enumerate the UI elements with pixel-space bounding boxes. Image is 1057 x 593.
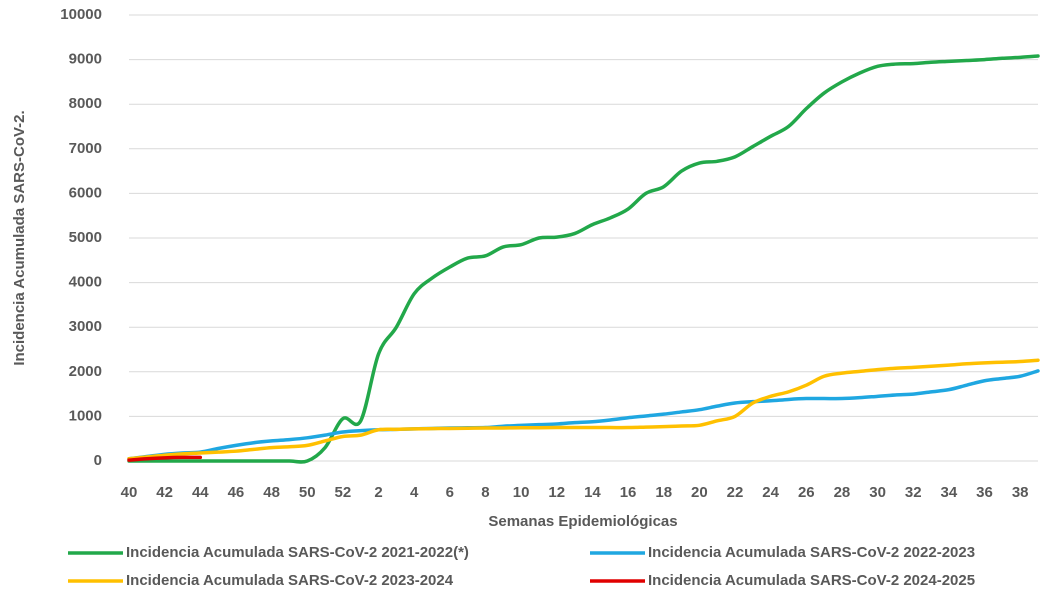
- y-tick-label: 2000: [69, 363, 102, 380]
- x-tick-label: 46: [228, 484, 245, 501]
- y-tick-label: 5000: [69, 229, 102, 246]
- x-tick-label: 32: [905, 484, 922, 501]
- y-tick-label: 10000: [60, 6, 102, 23]
- y-tick-label: 1000: [69, 407, 102, 424]
- x-tick-label: 38: [1012, 484, 1029, 501]
- y-tick-label: 9000: [69, 51, 102, 68]
- legend-label: Incidencia Acumulada SARS-CoV-2 2023-202…: [126, 572, 454, 589]
- x-axis-title: Semanas Epidemiológicas: [488, 513, 677, 530]
- x-tick-label: 30: [869, 484, 886, 501]
- x-tick-label: 52: [335, 484, 352, 501]
- x-tick-label: 42: [156, 484, 173, 501]
- series-line: [127, 358, 1040, 461]
- series-line: [127, 455, 203, 462]
- y-tick-label: 7000: [69, 140, 102, 157]
- x-tick-label: 4: [410, 484, 419, 501]
- x-tick-label: 34: [941, 484, 958, 501]
- x-tick-label: 10: [513, 484, 530, 501]
- x-tick-label: 16: [620, 484, 637, 501]
- x-tick-label: 20: [691, 484, 708, 501]
- x-tick-label: 14: [584, 484, 601, 501]
- legend-label: Incidencia Acumulada SARS-CoV-2 2024-202…: [648, 572, 975, 589]
- y-tick-label: 6000: [69, 184, 102, 201]
- y-tick-label: 8000: [69, 95, 102, 112]
- x-tick-label: 22: [727, 484, 744, 501]
- x-tick-label: 2: [374, 484, 382, 501]
- x-tick-label: 26: [798, 484, 815, 501]
- x-tick-label: 8: [481, 484, 489, 501]
- x-tick-label: 6: [446, 484, 454, 501]
- legend-label: Incidencia Acumulada SARS-CoV-2 2021-202…: [126, 544, 469, 561]
- x-tick-label: 12: [548, 484, 565, 501]
- y-tick-label: 4000: [69, 274, 102, 291]
- y-tick-label: 0: [94, 452, 102, 469]
- y-tick-label: 3000: [69, 318, 102, 335]
- series-line: [127, 369, 1040, 461]
- x-tick-label: 50: [299, 484, 316, 501]
- legend-label: Incidencia Acumulada SARS-CoV-2 2022-202…: [648, 544, 975, 561]
- x-tick-label: 40: [121, 484, 138, 501]
- y-axis-title: Incidencia Acumulada SARS-CoV-2.: [11, 110, 28, 365]
- x-tick-label: 48: [263, 484, 280, 501]
- x-tick-label: 28: [834, 484, 851, 501]
- x-tick-label: 36: [976, 484, 993, 501]
- series-line: [127, 54, 1040, 464]
- x-tick-label: 18: [655, 484, 672, 501]
- x-tick-label: 44: [192, 484, 209, 501]
- x-tick-label: 24: [762, 484, 779, 501]
